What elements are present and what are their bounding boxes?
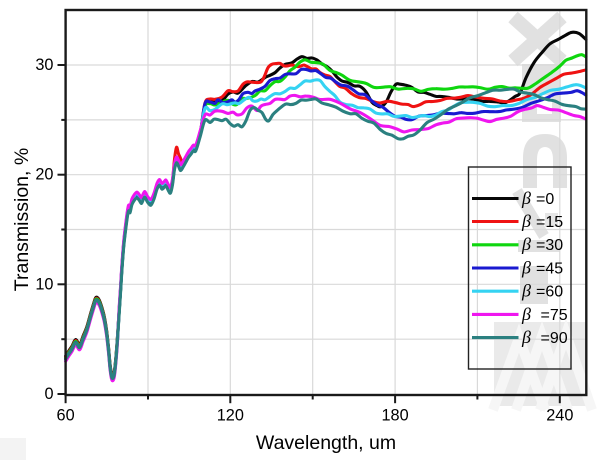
svg-text:β: β [521,304,531,324]
svg-text:0: 0 [44,385,53,403]
svg-text:Transmission, %: Transmission, % [11,148,33,291]
svg-text:30: 30 [35,56,53,74]
svg-text:=30: =30 [536,237,563,254]
svg-text:=60: =60 [536,284,563,301]
svg-text:240: 240 [546,406,573,424]
svg-text:β: β [521,327,531,347]
svg-text:=0: =0 [536,191,554,208]
svg-text:Wavelength, um: Wavelength, um [256,432,396,454]
svg-text:=15: =15 [536,214,563,231]
svg-text:β: β [521,211,531,231]
svg-text:β: β [521,257,531,277]
svg-text:180: 180 [382,406,409,424]
svg-text:β: β [521,281,531,301]
svg-text:20: 20 [35,166,53,184]
svg-text:=45: =45 [536,260,563,277]
svg-text:=90: =90 [541,330,568,347]
svg-text:β: β [521,188,531,208]
svg-text:120: 120 [217,406,244,424]
svg-text:60: 60 [57,406,75,424]
svg-text:=75: =75 [541,307,568,324]
svg-text:β: β [521,234,531,254]
svg-text:10: 10 [35,275,53,293]
